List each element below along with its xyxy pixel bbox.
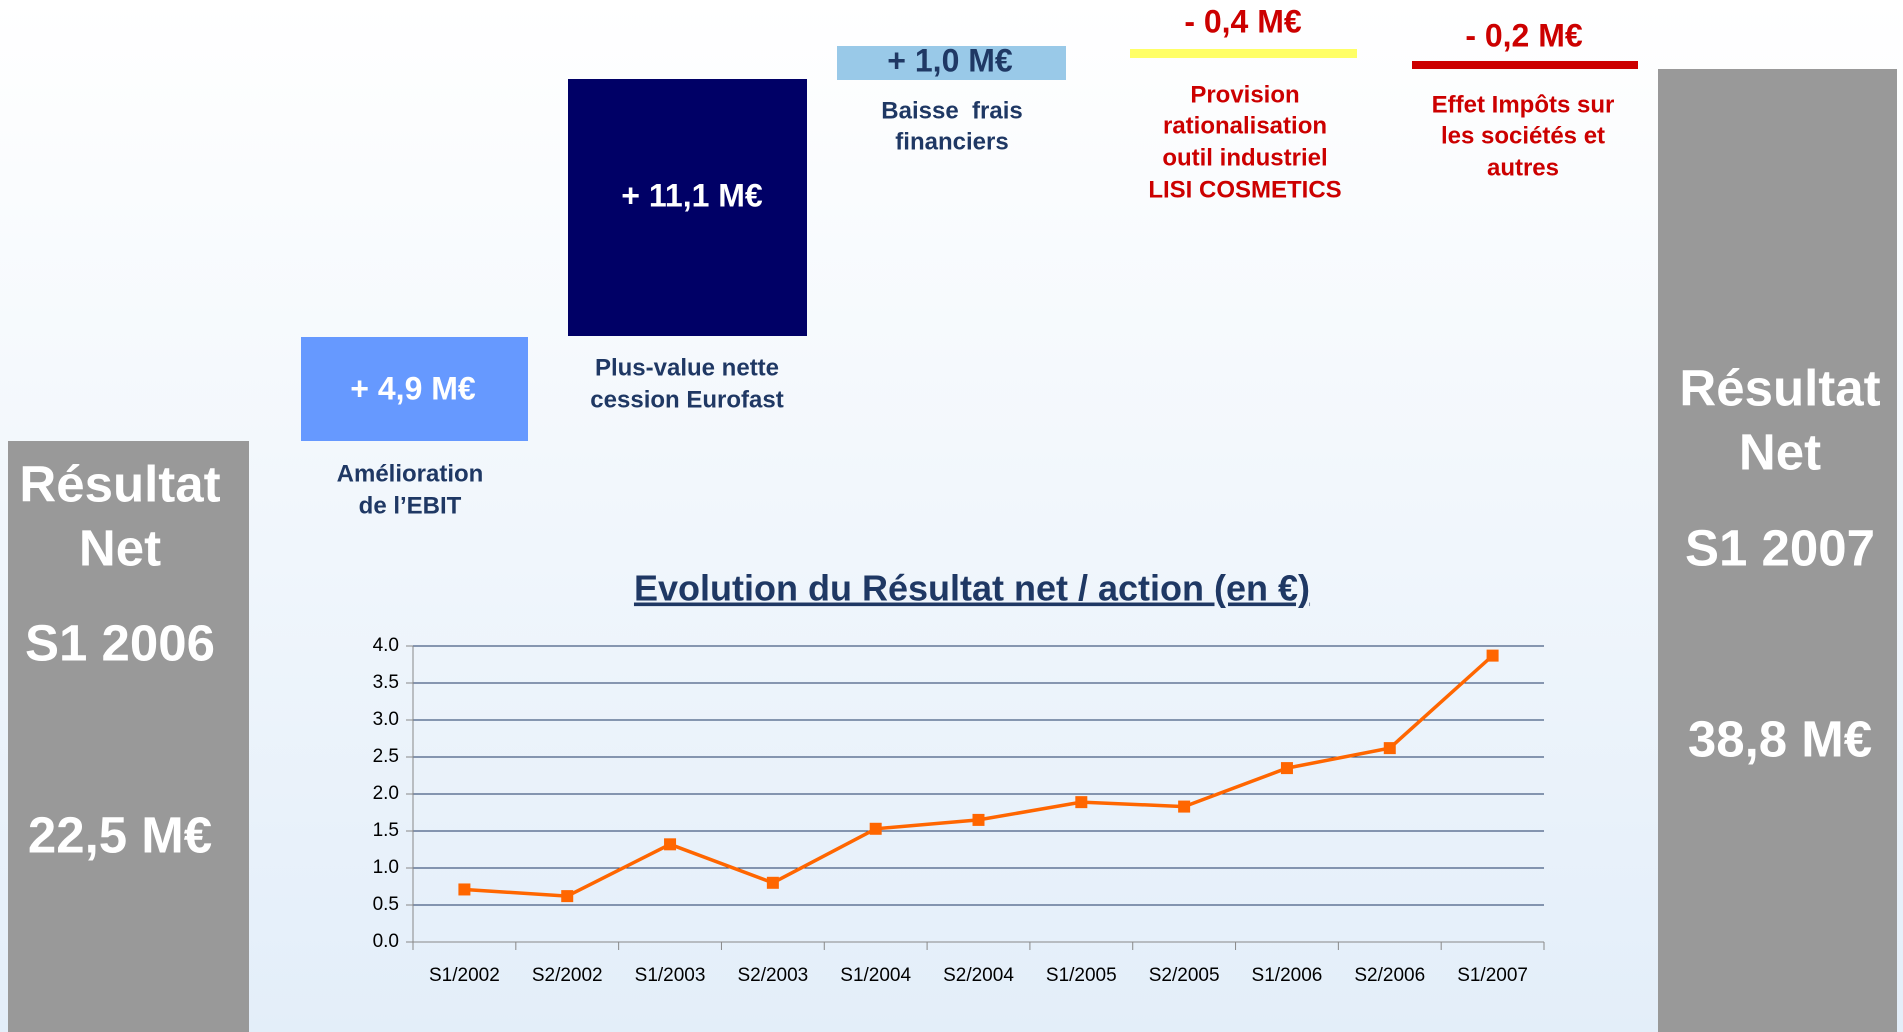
- start-text: 22,5 M€: [28, 806, 212, 863]
- step-caption: Baisse frais: [881, 97, 1022, 124]
- point-marker: [972, 813, 985, 826]
- step-box: [301, 337, 528, 441]
- x-tick-label: S1/2005: [1046, 965, 1117, 986]
- x-tick-label: S2/2002: [532, 965, 603, 986]
- start-text: Net: [79, 519, 161, 576]
- step-box: [837, 46, 1066, 80]
- x-tick-label: S1/2002: [429, 965, 500, 986]
- end-text: Résultat: [1679, 359, 1880, 416]
- point-marker: [766, 876, 779, 889]
- point-marker: [1280, 762, 1293, 775]
- step-value: - 0,4 M€: [1184, 3, 1302, 39]
- y-tick-label: 1.0: [373, 857, 399, 878]
- step-caption: LISI COSMETICS: [1148, 176, 1341, 203]
- start-text: S1 2006: [25, 614, 215, 671]
- end-text: 38,8 M€: [1688, 710, 1872, 767]
- step-box: [568, 79, 807, 336]
- y-tick-label: 3.5: [373, 672, 399, 693]
- start-text: Résultat: [19, 455, 220, 512]
- step-caption: Effet Impôts sur: [1432, 91, 1615, 118]
- point-marker: [1178, 800, 1191, 813]
- x-tick-label: S2/2005: [1149, 965, 1220, 986]
- y-tick-label: 4.0: [373, 635, 399, 656]
- y-tick-label: 2.5: [373, 746, 399, 767]
- point-marker: [1383, 742, 1396, 755]
- line-chart: 0.0 0.5 1.0 1.5 2.0 2.5 3.0 3.5 4.0 S1/2002 S2/200…: [373, 635, 1545, 986]
- step-caption: les sociétés et: [1441, 122, 1605, 149]
- y-tick-label: 0.5: [373, 894, 399, 915]
- x-tick-label: S1/2003: [635, 965, 706, 986]
- x-tick-label: S2/2004: [943, 965, 1014, 986]
- y-tick-label: 2.0: [373, 783, 399, 804]
- step-caption: Amélioration: [337, 460, 484, 487]
- step-box: [1412, 61, 1638, 69]
- step-value: + 11,1 M€: [621, 177, 763, 213]
- start-bar: [8, 441, 249, 1032]
- x-tick-label: S2/2006: [1354, 965, 1425, 986]
- x-tick-label: S2/2003: [737, 965, 808, 986]
- step-caption: rationalisation: [1163, 112, 1327, 139]
- end-text: S1 2007: [1685, 519, 1875, 576]
- step-caption: Provision: [1190, 81, 1299, 108]
- x-tick-label: S1/2006: [1252, 965, 1323, 986]
- x-tick-label: S1/2004: [840, 965, 911, 986]
- y-tick-label: 0.0: [373, 931, 399, 952]
- point-marker: [561, 890, 574, 903]
- point-marker: [1486, 649, 1499, 662]
- y-tick-label: 1.5: [373, 820, 399, 841]
- step-caption: autres: [1487, 154, 1559, 181]
- step-caption: financiers: [895, 128, 1008, 155]
- step-value: + 1,0 M€: [887, 42, 1013, 78]
- x-tick-label: S1/2007: [1457, 965, 1528, 986]
- step-box: [1130, 49, 1357, 58]
- step-value: + 4,9 M€: [350, 370, 476, 406]
- step-caption: outil industriel: [1162, 144, 1327, 171]
- point-marker: [458, 883, 471, 896]
- point-marker: [664, 838, 677, 851]
- step-caption: de l’EBIT: [359, 492, 462, 519]
- end-bar: [1658, 69, 1897, 1032]
- end-text: Net: [1739, 423, 1821, 480]
- point-marker: [1075, 796, 1088, 809]
- chart-title: Evolution du Résultat net / action (en €…: [634, 568, 1310, 609]
- point-marker: [869, 822, 882, 835]
- step-caption: cession Eurofast: [590, 386, 783, 413]
- y-tick-label: 3.0: [373, 709, 399, 730]
- step-caption: Plus-value nette: [595, 354, 779, 381]
- step-value: - 0,2 M€: [1465, 17, 1583, 53]
